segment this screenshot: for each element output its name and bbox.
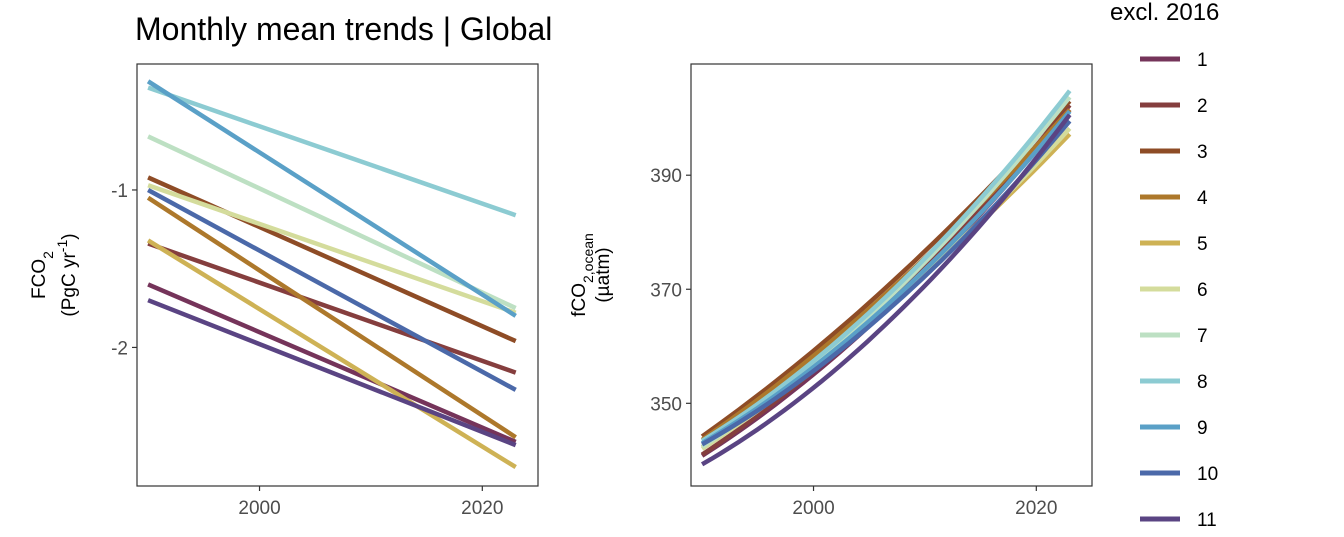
left-series-line-2 [147, 241, 517, 375]
left-series-line-6 [147, 183, 517, 315]
legend-label-9: 9 [1197, 418, 1208, 439]
right-y-axis: 350 370 390 [650, 166, 691, 415]
left-y-tick-label: -2 [111, 338, 128, 359]
right-y-axis-title: fCO2,ocean [569, 233, 596, 317]
legend-label-1: 1 [1197, 50, 1208, 71]
left-series-group [146, 79, 517, 470]
right-panel-frame [690, 63, 1093, 487]
legend-label-7: 7 [1197, 326, 1208, 347]
left-x-axis: 2000 2020 [238, 486, 503, 519]
legend-label-11: 11 [1197, 510, 1217, 531]
right-x-tick-label: 2020 [1015, 498, 1057, 519]
left-y-axis: -1 -2 [111, 181, 137, 359]
left-x-tick-label: 2000 [238, 498, 280, 519]
right-series-line-11 [700, 113, 1072, 467]
left-series-line-7 [147, 134, 517, 311]
left-series-line-10 [147, 188, 517, 392]
left-y-axis-unit: (PgC yr-1) [54, 233, 80, 316]
right-x-tick-label: 2000 [792, 498, 834, 519]
left-series-line-5 [146, 238, 517, 470]
right-y-axis-unit: (µatm) [593, 247, 614, 302]
left-series-line-8 [147, 85, 517, 218]
left-y-tick-label: -1 [111, 181, 128, 202]
chart-title: Monthly mean trends | Global [135, 11, 552, 47]
right-panel: 2000 2020 350 370 390 fCO2,ocean (µatm) [569, 63, 1093, 519]
right-series-group [700, 89, 1072, 467]
left-y-axis-title: FCO2 [29, 251, 56, 299]
legend-label-10: 10 [1197, 464, 1218, 485]
legend-label-5: 5 [1197, 234, 1208, 255]
right-series-line-4 [700, 108, 1072, 442]
legend-label-2: 2 [1197, 96, 1208, 117]
left-panel-frame [136, 63, 539, 487]
legend-label-3: 3 [1197, 142, 1208, 163]
legend-items: 1 2 3 4 5 6 7 8 9 10 11 [1140, 50, 1218, 531]
right-y-tick-label: 370 [650, 280, 682, 301]
left-series-line-9 [146, 79, 517, 318]
right-x-axis: 2000 2020 [792, 486, 1057, 519]
legend-title: excl. 2016 [1110, 0, 1219, 26]
left-series-line-1 [147, 282, 517, 444]
legend-label-8: 8 [1197, 372, 1208, 393]
left-panel: 2000 2020 -1 -2 FCO2 (PgC yr-1) [29, 63, 539, 519]
left-series-line-11 [147, 298, 517, 448]
right-y-tick-label: 350 [650, 394, 682, 415]
legend: excl. 2016 1 2 3 4 5 6 7 8 9 10 11 [1110, 0, 1219, 531]
left-x-tick-label: 2020 [461, 498, 503, 519]
right-y-tick-label: 390 [650, 166, 682, 187]
right-series-line-3 [700, 99, 1072, 439]
left-series-line-4 [146, 195, 517, 440]
legend-label-6: 6 [1197, 280, 1208, 301]
right-series-line-9 [700, 109, 1072, 446]
legend-label-4: 4 [1197, 188, 1208, 209]
right-series-line-8 [700, 89, 1072, 443]
